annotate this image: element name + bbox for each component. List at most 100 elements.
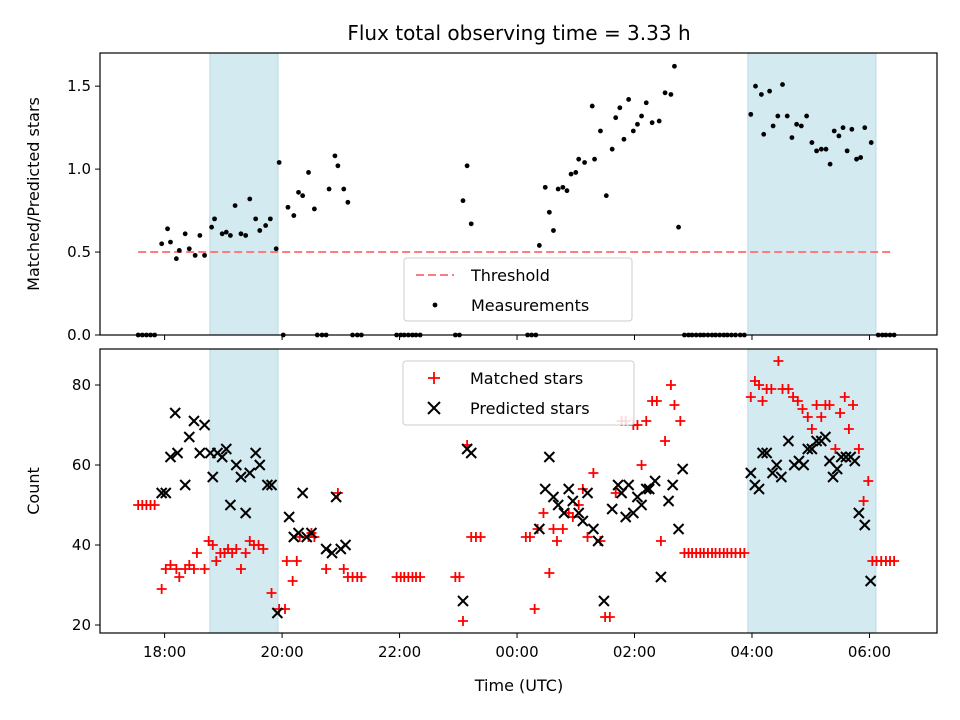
matched-star-point	[207, 540, 218, 550]
measurement-point	[617, 105, 623, 111]
matched-star-point	[551, 536, 562, 546]
measurement-point	[238, 231, 244, 237]
legend-box	[403, 257, 633, 322]
measurement-point	[335, 163, 341, 169]
matched-star-point	[266, 588, 277, 598]
measurement-point	[257, 228, 263, 233]
predicted-star-point	[171, 447, 184, 459]
measurement-point	[639, 113, 644, 119]
measurement-point	[858, 155, 864, 160]
predicted-star-point	[457, 595, 469, 607]
measurement-point	[598, 128, 603, 134]
measurement-point	[592, 156, 597, 162]
predicted-star-point	[819, 431, 832, 443]
matched-star-point	[669, 400, 680, 410]
matched-star-point	[544, 568, 555, 578]
matched-star-point	[806, 424, 817, 434]
measurement-point	[300, 193, 306, 199]
matched-star-point	[582, 532, 593, 542]
matched-star-point	[632, 420, 643, 430]
predicted-star-point	[552, 499, 564, 511]
legend-measurement-swatch	[432, 302, 438, 308]
legend-threshold-label: Threshold	[470, 266, 550, 285]
predicted-star-point	[155, 487, 168, 499]
matched-star-point	[739, 548, 750, 558]
matched-star-point	[415, 572, 426, 582]
predicted-star-point	[326, 547, 338, 559]
matched-star-point	[792, 396, 803, 406]
predicted-star-point	[572, 507, 585, 519]
measurement-point	[844, 148, 850, 154]
matched-star-point	[588, 468, 599, 478]
ratio-panel: 0.0 0.5 1.0 1.5 Matched/Predicted stars Thres…	[24, 52, 938, 344]
matched-star-point	[636, 460, 647, 470]
predicted-star-point	[756, 447, 769, 459]
matched-star-point	[557, 524, 568, 534]
matched-star-point	[538, 508, 549, 518]
measurement-point	[564, 188, 570, 194]
y-tick-label: 0.0	[67, 326, 91, 344]
matched-star-point	[824, 400, 835, 410]
predicted-star-point	[465, 447, 477, 459]
predicted-star-point	[853, 507, 865, 519]
matched-star-point	[573, 500, 584, 510]
matched-star-point	[532, 524, 543, 534]
predicted-star-point	[339, 539, 352, 551]
matched-star-point	[802, 412, 813, 422]
measurement-point	[798, 123, 804, 129]
y-tick-label: 60	[72, 456, 91, 474]
chart-title: Flux total observing time = 3.33 h	[347, 21, 690, 45]
matched-star-point	[651, 396, 662, 406]
predicted-star-point	[330, 491, 342, 503]
matched-star-point	[863, 476, 874, 486]
measurement-point	[582, 160, 587, 165]
matched-star-point	[356, 572, 367, 582]
predicted-star-point	[612, 479, 624, 491]
matched-star-point	[165, 560, 176, 570]
measurement-point	[267, 216, 273, 222]
predicted-star-point	[810, 435, 823, 447]
predicted-star-point	[261, 479, 274, 491]
measurement-point	[668, 92, 674, 97]
predicted-star-point	[587, 523, 600, 535]
measurement-point	[568, 171, 574, 177]
predicted-star-point	[164, 451, 177, 463]
predicted-star-point	[831, 463, 843, 475]
matched-star-point	[816, 412, 827, 422]
measurement-point	[809, 140, 815, 145]
matched-star-point	[524, 532, 535, 542]
measurement-point	[243, 233, 249, 238]
measurement-point	[780, 82, 785, 87]
matched-star-point	[171, 564, 182, 574]
predicted-star-point	[676, 463, 689, 475]
predicted-star-point	[797, 459, 810, 471]
predicted-star-point	[220, 443, 232, 455]
matched-star-point	[848, 400, 859, 410]
axes-frame	[99, 348, 938, 634]
predicted-star-point	[827, 471, 839, 483]
axes-frame	[99, 52, 938, 336]
predicted-star-point	[271, 607, 284, 619]
x-tick-label: 04:00	[730, 643, 773, 661]
matched-star-point	[321, 564, 332, 574]
measurement-point	[603, 193, 609, 199]
measurement-point	[849, 126, 855, 132]
predicted-star-point	[782, 435, 795, 447]
legend-predicted-label: Predicted stars	[470, 399, 590, 418]
y-tick-label: 0.5	[67, 243, 91, 261]
measurement-point	[854, 156, 859, 162]
measurement-point	[818, 146, 824, 152]
measurement-point	[202, 252, 207, 258]
matched-star-point	[655, 536, 666, 546]
measurement-point	[232, 203, 238, 209]
matched-star-point	[156, 584, 167, 594]
matched-star-point	[811, 400, 822, 410]
x-tick-label: 02:00	[613, 643, 656, 661]
measurement-point	[460, 198, 466, 204]
measurement-point	[573, 170, 579, 175]
measurement-point	[767, 88, 772, 94]
measurement-point	[186, 246, 192, 252]
legend: Matched stars Predicted stars	[402, 360, 635, 426]
measurement-point	[840, 125, 846, 131]
predicted-star-point	[567, 495, 579, 507]
